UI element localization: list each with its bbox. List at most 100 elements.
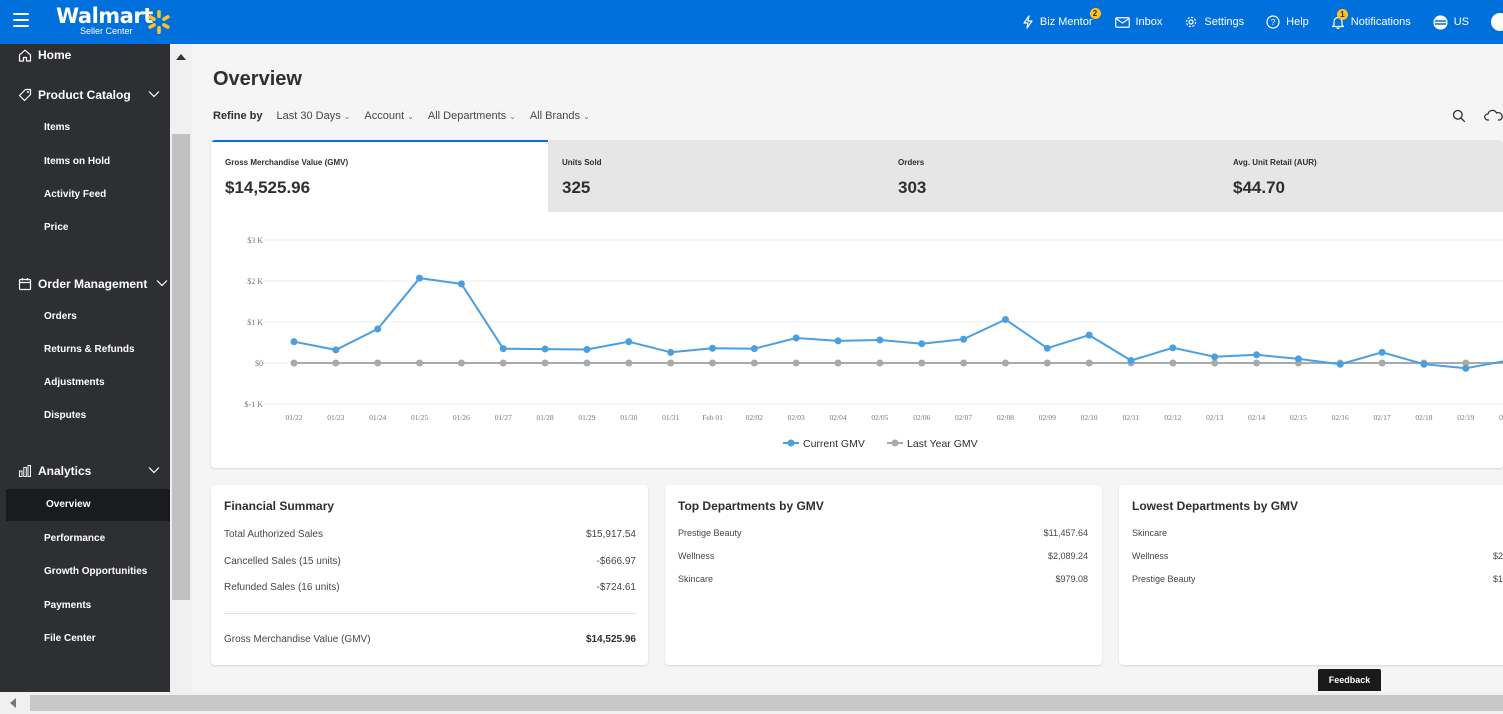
sidebar-item-price[interactable]: Price [44,222,69,233]
x-tick-label: 01/28 [537,413,554,422]
sidebar-item-growth-opportunities[interactable]: Growth Opportunities [44,566,148,577]
chevron-down-icon: ⌄ [407,112,414,121]
legend-label: Current GMV [803,438,865,450]
metric-value: $44.70 [1233,178,1285,197]
feedback-button[interactable]: Feedback [1318,669,1381,691]
sidebar-item-returns-refunds[interactable]: Returns & Refunds [44,344,135,355]
x-tick-label: 02/04 [830,413,847,422]
data-point [541,345,549,353]
filter-account[interactable]: Account ⌄ [364,110,413,122]
legend-marker [891,439,899,447]
top-departments-card: Top Departments by GMV Prestige Beauty $… [665,485,1102,665]
filter-brands[interactable]: All Brands ⌄ [530,110,590,122]
sidebar-section-label: Analytics [38,464,92,478]
department-label: Prestige Beauty [1132,574,1196,584]
x-tick-label: 01/23 [327,413,344,422]
x-tick-label: 01/22 [285,413,302,422]
settings-label: Settings [1204,16,1245,28]
tab-orders[interactable]: Orders 303 [884,140,1219,212]
region-selector[interactable]: US [1433,14,1469,30]
walmart-logo[interactable]: Walmart Seller Center [56,4,153,36]
help-link[interactable]: ? Help [1266,15,1309,29]
financial-summary-card: Financial Summary Total Authorized Sales… [211,485,648,665]
metric-value: 325 [562,178,591,197]
tab-gmv[interactable]: Gross Merchandise Value (GMV) $14,525.96 [211,140,548,212]
settings-link[interactable]: Settings [1184,15,1244,29]
fin-row-value: -$724.61 [596,582,636,593]
search-icon[interactable] [1452,109,1466,123]
department-label: Wellness [678,551,715,561]
data-point [1127,357,1135,365]
x-tick-label: 02/19 [1457,413,1474,422]
sidebar-item-performance[interactable]: Performance [44,533,106,544]
biz-mentor-link[interactable]: Biz Mentor 2 [1022,8,1101,29]
fin-row-label: Refunded Sales (16 units) [224,582,340,593]
sidebar-section-product-catalog[interactable]: Product Catalog [18,88,166,102]
department-label: Wellness [1132,551,1169,561]
lightning-icon [1023,15,1033,29]
data-point [625,359,633,367]
filter-date-range[interactable]: Last 30 Days ⌄ [277,110,351,122]
refine-label: Refine by [213,110,263,122]
chevron-down-icon [148,467,160,474]
avatar[interactable] [1491,13,1503,31]
department-label: Skincare [1132,528,1168,538]
horizontal-scrollbar[interactable] [0,692,1503,714]
fin-total-label: Gross Merchandise Value (GMV) [224,634,371,645]
sidebar-item-payments[interactable]: Payments [44,600,92,611]
inbox-label: Inbox [1135,16,1163,28]
metric-value: 303 [898,178,927,197]
scroll-up-arrow-icon[interactable] [176,54,186,60]
menu-icon[interactable] [13,13,29,27]
sidebar-item-disputes[interactable]: Disputes [44,410,87,421]
x-tick-label: 02/15 [1290,413,1307,422]
scroll-left-arrow-icon[interactable] [10,698,16,708]
help-label: Help [1286,16,1309,28]
y-tick-label: $-1 K [245,400,264,409]
chevron-down-icon [148,91,160,98]
sidebar-item-items[interactable]: Items [44,122,71,133]
horizontal-scroll-thumb[interactable] [30,695,1503,711]
metric-label: Gross Merchandise Value (GMV) [225,158,349,167]
inbox-link[interactable]: Inbox [1114,16,1163,28]
x-tick-label: 02/17 [1374,413,1391,422]
sidebar-item-activity-feed[interactable]: Activity Feed [44,189,107,200]
sidebar-item-orders[interactable]: Orders [44,311,77,322]
tab-units-sold[interactable]: Units Sold 325 [548,140,884,212]
sidebar-item-items-on-hold[interactable]: Items on Hold [44,156,111,167]
sidebar-item-label: Home [38,48,72,62]
refine-bar: Refine by Last 30 Days ⌄ Account ⌄ All Dep… [213,110,604,122]
sidebar-scroll-thumb[interactable] [172,134,190,600]
tab-aur[interactable]: Avg. Unit Retail (AUR) $44.70 [1219,140,1503,212]
data-point [583,345,591,353]
data-point [1462,359,1470,367]
download-cloud-icon[interactable] [1484,109,1503,123]
data-point [457,359,465,367]
x-tick-label: 01/25 [411,413,428,422]
sidebar-item-adjustments[interactable]: Adjustments [44,377,105,388]
sidebar-section-analytics[interactable]: Analytics [18,464,166,478]
sidebar-item-overview[interactable]: Overview [6,489,170,521]
data-point [625,338,633,346]
x-tick-label: 02/02 [746,413,763,422]
y-tick-label: $2 K [247,277,263,286]
metric-tabs: Gross Merchandise Value (GMV) $14,525.96… [211,140,1503,212]
data-point [709,359,716,367]
filter-departments[interactable]: All Departments ⌄ [428,110,516,122]
data-point [1043,344,1051,352]
notifications-link[interactable]: 1 Notifications [1331,9,1411,29]
filter-label: Last 30 Days [276,110,341,122]
fin-row-label: Cancelled Sales (15 units) [224,556,341,567]
sidebar-scrollbar[interactable] [170,44,192,692]
sidebar-item-file-center[interactable]: File Center [44,633,96,644]
sidebar-section-order-management[interactable]: Order Management [18,277,168,291]
data-point [416,274,424,282]
x-tick-label: 02/10 [1081,413,1098,422]
data-point [290,338,298,346]
lowest-departments-card: Lowest Departments by GMV Skincare Welln… [1119,485,1503,665]
region-label: US [1453,16,1469,28]
sidebar-item-home[interactable]: Home [18,48,71,62]
fin-row-value: $15,917.54 [585,529,636,540]
department-value: $979.08 [1055,574,1088,584]
x-tick-label: 01/31 [662,413,679,422]
